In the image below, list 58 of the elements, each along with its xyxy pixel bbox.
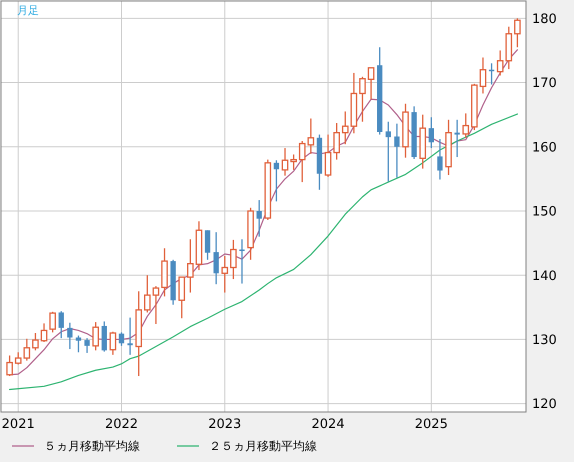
candlestick [32,332,39,351]
candlestick [496,50,504,76]
x-tick-label: 2023 [208,417,242,432]
candlestick [437,138,443,180]
chart-title: 月足 [17,4,39,17]
x-tick-label: 2024 [312,417,345,432]
x-tick-label: 2025 [414,417,448,432]
y-tick-label: 160 [532,140,557,156]
candlestick [213,232,219,285]
candlestick [514,18,521,48]
candlestick [298,140,306,183]
candlestick [118,332,124,347]
candlestick [152,285,160,325]
x-tick-label: 2022 [104,417,138,432]
candlestick [144,274,151,314]
candlestick [49,311,56,334]
candlestick [428,116,434,149]
candlestick [324,134,332,178]
candlestick [359,76,366,122]
candlestick [333,122,340,160]
legend-label: ２５ヵ月移動平均線 [209,439,317,454]
y-tick-label: 180 [532,12,557,27]
legend-label: ５ヵ月移動平均線 [44,439,140,454]
candlestick [462,112,470,138]
y-tick-label: 150 [532,204,557,220]
candlestick [84,338,90,354]
y-tick-label: 140 [532,268,557,284]
candlestick [454,119,460,158]
candlestick [274,160,280,202]
candlestick [290,154,297,171]
candlestick [386,121,391,182]
candlestick [488,62,494,86]
candlestick [221,255,228,294]
candlestick [239,238,245,284]
x-tick-label: 2021 [2,417,35,432]
candlestick [67,322,73,350]
candlestick [368,67,374,100]
candlestick [394,123,400,178]
line-series [9,113,518,390]
candlestick [308,118,314,154]
candlestick [92,321,99,351]
candlestick [230,239,237,280]
candlestick [40,322,48,343]
candlestick [282,147,288,176]
candlestick [24,338,30,362]
candlestick [480,56,486,94]
candlestick [204,230,210,260]
y-tick-label: 120 [532,397,557,412]
candlestick [256,199,262,238]
candlestick [342,110,349,145]
candlestick [6,354,13,377]
y-tick-label: 130 [532,332,557,348]
candlestick [187,238,194,294]
candlestick [58,310,64,339]
y-tick-label: 170 [532,76,557,92]
candlestick [14,352,22,366]
candlestick [110,331,116,356]
candlestick [178,276,186,319]
